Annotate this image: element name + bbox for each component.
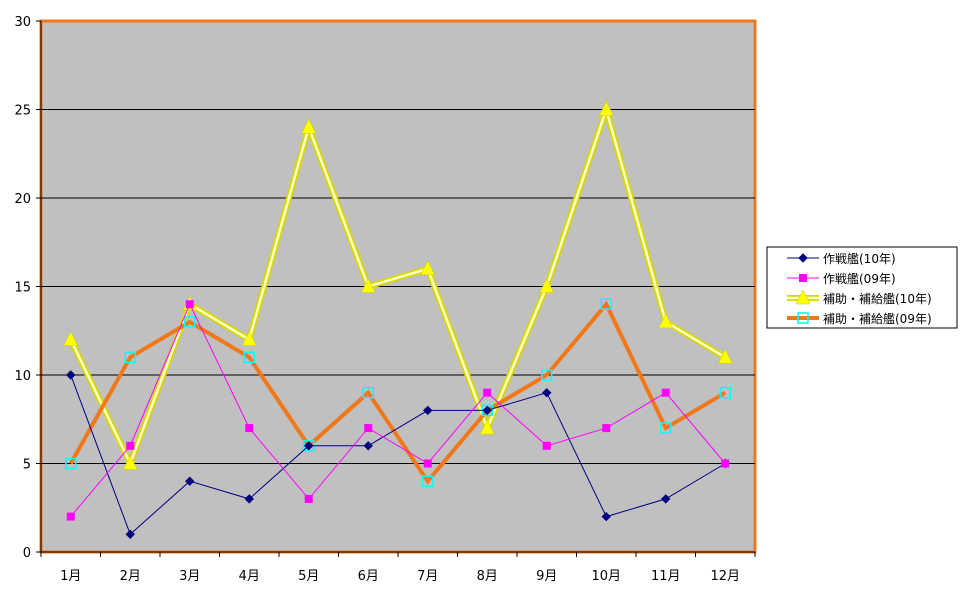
triangle-marker [122, 454, 138, 470]
hollow-square-marker [660, 422, 672, 434]
x-tick-label: 3月 [179, 569, 200, 584]
square-marker [799, 274, 807, 282]
x-tick-label: 1月 [60, 569, 81, 584]
x-tick-label: 8月 [477, 569, 498, 584]
series-1 [66, 370, 730, 540]
triangle-marker [658, 313, 674, 329]
diamond-marker [185, 476, 195, 486]
hollow-square-marker [797, 312, 809, 324]
series-line [69, 105, 726, 467]
square-marker [483, 388, 492, 397]
x-tick-label: 2月 [120, 569, 141, 584]
hollow-square-marker [65, 457, 77, 470]
square-marker [126, 441, 135, 450]
hollow-square-marker [600, 298, 612, 310]
x-tick-label: 10月 [591, 569, 621, 584]
hollow-square-marker [541, 369, 553, 381]
hollow-square-marker [184, 316, 196, 328]
legend-label: 補助・補給艦(10年) [823, 292, 932, 306]
triangle-marker [479, 419, 495, 435]
legend-label: 作戦艦(09年) [823, 272, 896, 286]
legend-item-1: 作戦艦(10年) [787, 252, 896, 266]
square-marker [423, 459, 432, 468]
triangle-marker [598, 100, 614, 116]
diamond-marker [482, 405, 492, 416]
hollow-square-marker [124, 351, 136, 364]
y-tick-label: 0 [23, 546, 31, 561]
square-marker [364, 424, 373, 433]
x-tick-label: 5月 [298, 569, 319, 584]
square-marker [542, 441, 551, 450]
diamond-marker [66, 370, 76, 380]
square-marker [721, 459, 730, 468]
diamond-marker [363, 441, 373, 451]
triangle-marker [539, 277, 555, 293]
legend-label: 作戦艦(10年) [823, 252, 896, 266]
y-tick-label: 25 [14, 104, 31, 119]
triangle-marker [63, 331, 79, 346]
legend-item-2: 作戦艦(09年) [787, 272, 896, 286]
x-tick-label: 9月 [536, 569, 557, 584]
triangle-marker [420, 260, 436, 276]
diamond-marker [125, 529, 135, 540]
triangle-marker [795, 289, 811, 305]
x-tick-label: 4月 [239, 569, 260, 584]
hollow-square-marker [719, 386, 731, 399]
series-layer [63, 99, 733, 540]
y-tick-label: 15 [14, 281, 31, 296]
triangle-marker [241, 331, 257, 346]
legend: 作戦艦(10年) 作戦艦(09年) 補助・補給艦(10年) 補助・補給艦(09年) [766, 246, 958, 329]
hollow-square-marker [422, 475, 434, 487]
x-tick-label: 7月 [417, 569, 438, 584]
series-line [70, 302, 726, 517]
square-marker [602, 424, 611, 433]
series-line [70, 374, 726, 536]
diamond-marker [601, 511, 611, 522]
x-tick-label: 6月 [358, 569, 379, 584]
x-tick-label: 11月 [651, 569, 681, 584]
axes-layer: 0 5 10 15 20 25 30 1月 2月 3月 4月 5月 6月 7月 8月 9月 10月 11月 12月 [14, 15, 756, 584]
square-marker [304, 494, 313, 503]
legend-label: 補助・補給艦(09年) [823, 312, 932, 326]
square-marker [66, 512, 75, 521]
y-tick-label: 20 [14, 192, 31, 207]
diamond-marker [244, 494, 254, 504]
y-tick-label: 30 [14, 15, 31, 30]
triangle-marker [301, 118, 317, 134]
y-tick-label: 5 [23, 458, 31, 473]
y-tick-label: 10 [14, 369, 31, 384]
diamond-marker [542, 387, 552, 398]
diamond-marker [423, 405, 433, 416]
triangle-marker [360, 277, 376, 293]
series-3 [63, 99, 733, 472]
legend-item-3: 補助・補給艦(10年) [787, 289, 932, 306]
diamond-marker [798, 253, 808, 263]
diamond-marker [661, 494, 671, 504]
square-marker [661, 388, 670, 397]
legend-item-4: 補助・補給艦(09年) [787, 312, 932, 326]
square-marker [185, 300, 194, 309]
x-tick-label: 12月 [710, 569, 740, 584]
hollow-square-marker [362, 386, 374, 399]
hollow-square-marker [243, 351, 255, 364]
triangle-marker [717, 348, 733, 364]
series-2 [66, 300, 730, 521]
diamond-marker [304, 441, 314, 451]
square-marker [245, 424, 254, 433]
